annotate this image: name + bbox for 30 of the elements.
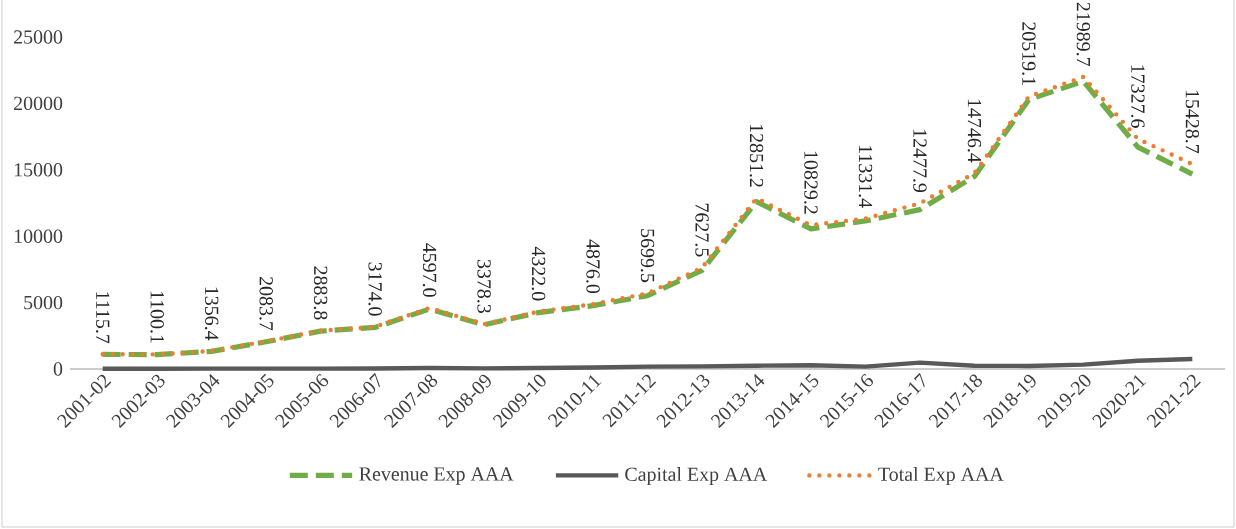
data-label: 12477.9 xyxy=(913,129,927,193)
data-label: 5699.5 xyxy=(640,229,655,283)
data-label: 10829.2 xyxy=(804,151,818,214)
data-label: 1100.1 xyxy=(150,291,164,343)
data-label: 3378.3 xyxy=(477,259,491,313)
data-label: 4597.0 xyxy=(422,243,437,297)
data-label: 14746.4 xyxy=(967,99,982,163)
legend-label: Capital Exp AAA xyxy=(625,466,768,486)
data-label: 4322.0 xyxy=(531,246,546,301)
y-tick-label: 0 xyxy=(53,362,63,376)
legend-label: Total Exp AAA xyxy=(878,466,1004,486)
y-tick-label: 15000 xyxy=(14,163,63,177)
y-tick-label: 10000 xyxy=(14,229,63,243)
data-label: 1356.4 xyxy=(204,287,219,341)
y-tick-label: 5000 xyxy=(24,295,63,310)
legend-label: Revenue Exp AAA xyxy=(359,467,514,485)
data-label: 1115.7 xyxy=(95,292,110,344)
data-label: 7627.5 xyxy=(695,203,709,257)
y-tick-label: 20000 xyxy=(14,96,63,111)
data-label: 11331.4 xyxy=(858,145,873,208)
data-label: 15428.7 xyxy=(1185,90,1200,154)
data-label: 2083.7 xyxy=(259,277,273,331)
data-label: 2883.8 xyxy=(313,266,328,320)
y-tick-label: 25000 xyxy=(14,30,63,44)
data-label: 3174.0 xyxy=(368,262,382,316)
data-label: 4876.0 xyxy=(586,239,600,294)
data-label: 20519.1 xyxy=(1022,22,1036,85)
data-label: 21989.7 xyxy=(1076,2,1091,67)
data-label: 17327.6 xyxy=(1131,65,1145,128)
data-label: 12851.2 xyxy=(749,124,764,187)
